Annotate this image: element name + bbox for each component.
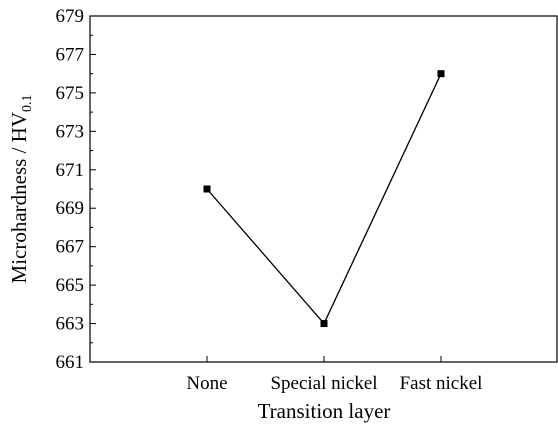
data-point-marker xyxy=(203,185,211,193)
x-tick-label: None xyxy=(186,373,227,394)
plot-frame xyxy=(89,15,558,363)
y-axis-title: Microhardness / HV0.1 xyxy=(7,95,35,284)
y-tick-label: 661 xyxy=(56,352,85,373)
y-tick-label: 667 xyxy=(56,237,85,258)
y-tick-label: 673 xyxy=(56,121,85,142)
y-tick-label: 663 xyxy=(56,314,85,335)
y-tick-label: 677 xyxy=(56,44,85,65)
y-axis-title-subscript: 0.1 xyxy=(20,95,35,113)
x-tick-label: Fast nickel xyxy=(400,373,483,394)
data-point-marker xyxy=(437,70,445,78)
series-layer xyxy=(203,70,445,328)
y-tick-label: 679 xyxy=(56,6,85,27)
y-axis-ticks: 661 663 665 667 669 671 673 675 677 679 xyxy=(56,6,96,373)
y-tick-label: 665 xyxy=(56,275,85,296)
x-axis-title: Transition layer xyxy=(258,399,391,423)
x-axis-ticks: None Special nickel Fast nickel xyxy=(186,356,482,394)
y-axis-title-main: Microhardness / HV xyxy=(7,112,31,283)
y-tick-label: 669 xyxy=(56,198,85,219)
series-line xyxy=(206,73,442,325)
data-point-marker xyxy=(320,320,328,328)
y-tick-label: 671 xyxy=(56,160,85,181)
y-tick-label: 675 xyxy=(56,83,85,104)
x-tick-label: Special nickel xyxy=(270,373,377,394)
